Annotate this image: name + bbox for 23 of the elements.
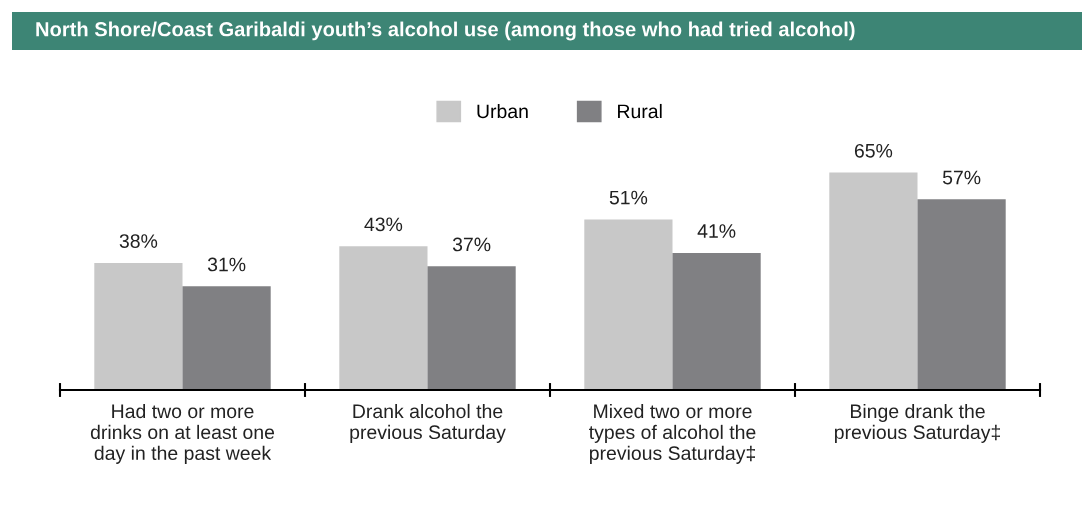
bar: [584, 219, 673, 390]
data-label: 38%: [119, 234, 158, 248]
x-tick-label: Binge drank the previous Saturday‡: [834, 403, 1000, 443]
bar: [917, 199, 1006, 390]
x-tick-label: Mixed two or more types of alcohol the previous Saturday‡: [589, 403, 756, 464]
legend-label: Urban: [477, 103, 528, 119]
chart-title: North Shore/Coast Garibaldi youth’s alcohol use (among those who had tried alcohol): [36, 21, 855, 41]
bar: [672, 252, 761, 390]
data-label: 43%: [364, 217, 403, 232]
data-label: 57%: [942, 170, 981, 185]
legend-label: Rural: [618, 103, 662, 119]
data-label: 37%: [452, 237, 491, 252]
data-label: 31%: [207, 257, 246, 272]
data-label: 51%: [609, 190, 648, 205]
data-label: 65%: [854, 143, 893, 158]
bar: [339, 246, 428, 390]
bar: [427, 266, 516, 390]
bar: [829, 172, 918, 390]
bar: [94, 262, 183, 390]
x-tick-label: Had two or more drinks on at least one day in the past week: [90, 403, 275, 464]
x-tick-label: Drank alcohol the previous Saturday: [350, 403, 506, 443]
bar: [182, 286, 271, 390]
data-label: 41%: [697, 224, 736, 238]
